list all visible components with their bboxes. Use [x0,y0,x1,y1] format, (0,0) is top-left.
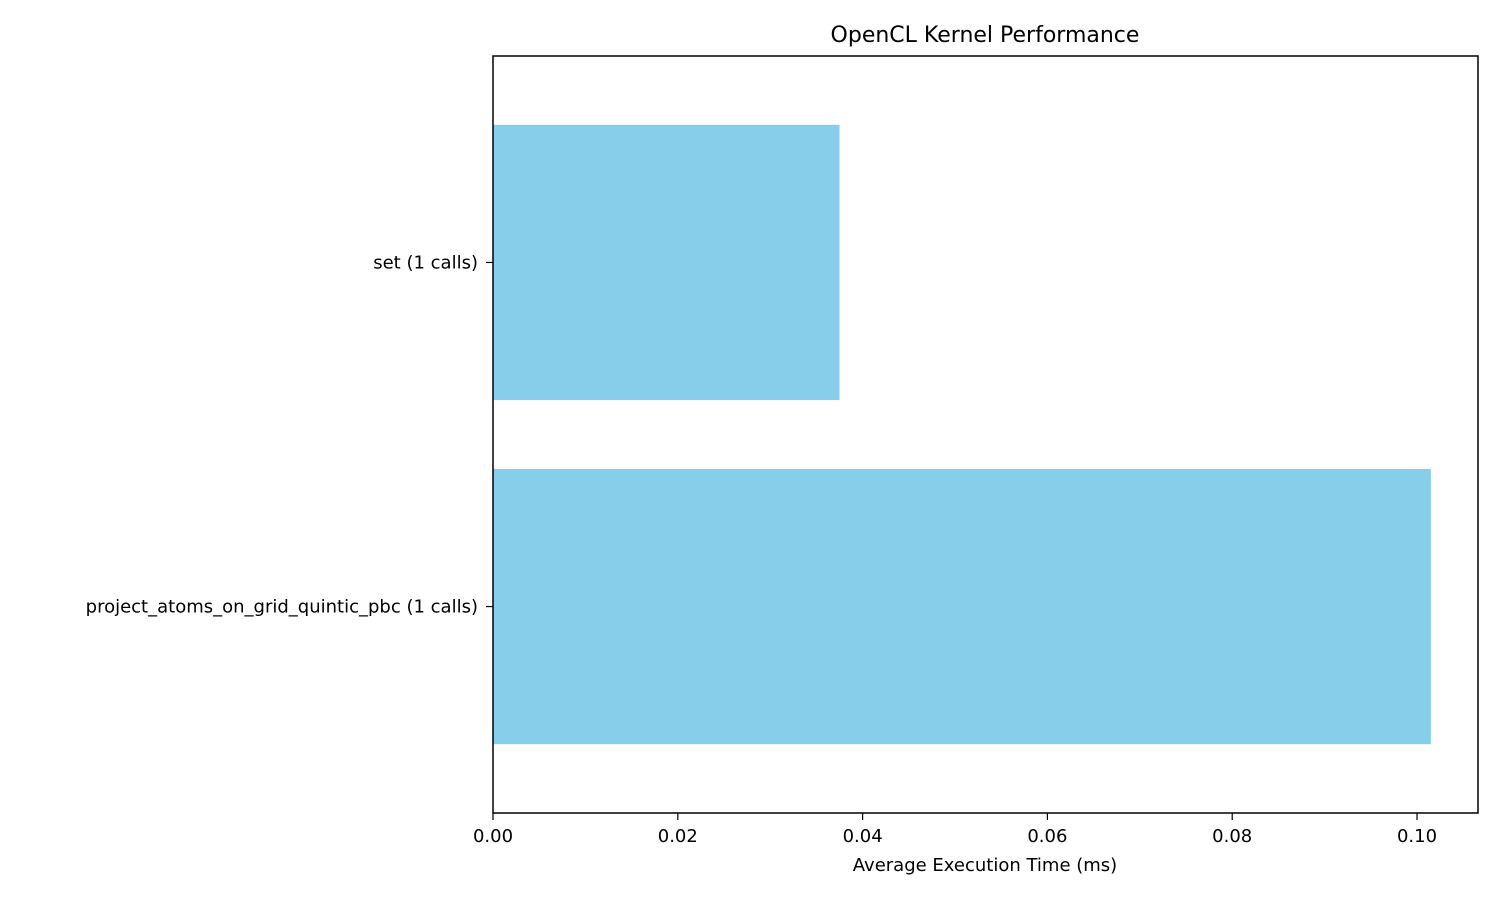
x-tick-label-2: 0.04 [843,826,883,847]
bar-0 [493,124,840,401]
x-tick-label-0: 0.00 [473,826,513,847]
x-tick-label-3: 0.06 [1027,826,1067,847]
plot-frame [492,55,1479,814]
x-axis-label: Average Execution Time (ms) [853,855,1117,876]
x-axis: 0.00 0.02 0.04 0.06 0.08 0.10 [473,813,1437,847]
y-tick-label-0: set (1 calls) [373,252,478,273]
chart-title: OpenCL Kernel Performance [831,23,1140,48]
x-tick-label-1: 0.02 [658,826,698,847]
x-tick-label-4: 0.08 [1212,826,1252,847]
x-tick-label-5: 0.10 [1397,826,1437,847]
y-tick-label-1: project_atoms_on_grid_quintic_pbc (1 cal… [86,597,478,618]
y-axis: set (1 calls) project_atoms_on_grid_quint… [86,252,493,618]
bars-layer [493,124,1431,745]
bar-1 [493,468,1431,745]
